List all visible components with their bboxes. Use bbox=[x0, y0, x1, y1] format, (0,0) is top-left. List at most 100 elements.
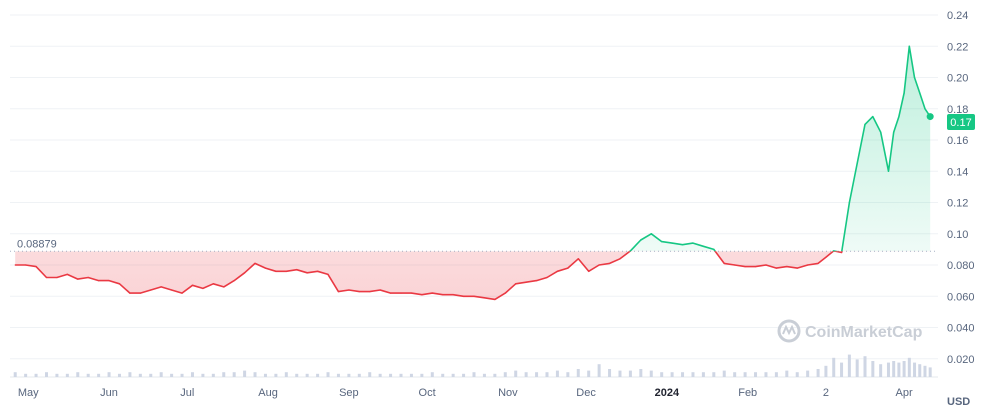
data-point bbox=[14, 264, 16, 266]
data-point bbox=[504, 292, 506, 294]
volume-bar bbox=[482, 373, 486, 377]
volume-bar bbox=[170, 373, 174, 377]
currency-label: USD bbox=[947, 396, 970, 408]
volume-bar bbox=[305, 373, 309, 377]
volume-bar bbox=[326, 372, 330, 377]
x-tick-label: Oct bbox=[419, 387, 436, 399]
y-tick-label: 0.040 bbox=[947, 323, 975, 335]
data-point bbox=[796, 267, 798, 269]
volume-bar bbox=[879, 364, 883, 377]
data-point bbox=[379, 289, 381, 291]
x-tick-label: Dec bbox=[576, 387, 596, 399]
volume-bar bbox=[754, 372, 758, 377]
volume-bar bbox=[535, 372, 539, 377]
data-point bbox=[316, 270, 319, 272]
y-tick-label: 0.22 bbox=[947, 41, 968, 53]
volume-bar bbox=[832, 357, 836, 377]
volume-bar bbox=[871, 361, 875, 377]
x-tick-label: Jun bbox=[100, 387, 118, 399]
volume-bar bbox=[274, 373, 278, 377]
volume-bar bbox=[295, 373, 299, 377]
y-tick-label: 0.14 bbox=[947, 166, 968, 178]
y-axis: 0.020 0.040 0.060 0.080 0.10 0.12 0.14 0.16 0.18… bbox=[947, 10, 975, 366]
volume-bar bbox=[566, 372, 570, 377]
data-point bbox=[817, 262, 819, 265]
x-tick-label: 2024 bbox=[655, 387, 680, 399]
volume-bar bbox=[55, 373, 59, 377]
volume-bar bbox=[545, 372, 549, 377]
volume-bars bbox=[13, 354, 932, 377]
price-line-group bbox=[14, 45, 934, 301]
volume-bar bbox=[117, 373, 121, 377]
volume-bar bbox=[253, 372, 257, 377]
volume-bar bbox=[712, 372, 716, 377]
area-fill-above bbox=[629, 46, 931, 252]
data-point bbox=[588, 270, 590, 272]
data-point bbox=[462, 295, 465, 297]
data-point bbox=[327, 273, 329, 275]
current-price-tag: 0.17 bbox=[947, 114, 975, 130]
volume-bar bbox=[86, 373, 90, 377]
data-point bbox=[556, 270, 559, 272]
x-tick-label: Apr bbox=[896, 387, 913, 399]
data-point bbox=[442, 294, 444, 296]
volume-bar bbox=[347, 373, 351, 377]
volume-bar bbox=[24, 373, 28, 377]
watermark-text: CoinMarketCap bbox=[805, 324, 923, 341]
volume-bar bbox=[243, 370, 247, 377]
data-point bbox=[671, 242, 673, 244]
data-point bbox=[893, 131, 895, 133]
volume-bar bbox=[503, 372, 507, 377]
data-point bbox=[661, 240, 663, 243]
data-point bbox=[650, 233, 652, 235]
volume-bar bbox=[76, 372, 80, 377]
volume-bar bbox=[691, 372, 695, 377]
data-point bbox=[410, 292, 413, 294]
data-point bbox=[254, 262, 256, 265]
volume-bar bbox=[701, 372, 705, 377]
volume-bar bbox=[628, 370, 632, 377]
data-point bbox=[744, 265, 746, 268]
y-tick-label: 0.16 bbox=[947, 135, 968, 147]
volume-bar bbox=[201, 373, 205, 377]
volume-bar bbox=[316, 373, 320, 377]
y-tick-label: 0.18 bbox=[947, 104, 968, 116]
volume-bar bbox=[180, 373, 184, 377]
data-point bbox=[56, 276, 58, 279]
data-point bbox=[525, 281, 527, 283]
data-point bbox=[118, 283, 121, 285]
reference-line-group: 0.08879 bbox=[10, 238, 938, 252]
data-point bbox=[369, 290, 371, 293]
volume-bar bbox=[897, 362, 901, 377]
data-point bbox=[577, 258, 579, 260]
data-point bbox=[181, 292, 183, 294]
volume-bar bbox=[555, 370, 559, 377]
data-point bbox=[171, 289, 173, 291]
coinmarketcap-watermark: CoinMarketCap bbox=[777, 319, 923, 343]
data-point bbox=[35, 265, 37, 268]
reference-label: 0.08879 bbox=[17, 238, 57, 250]
data-point bbox=[108, 280, 110, 282]
volume-bar bbox=[733, 372, 737, 377]
data-point bbox=[754, 265, 757, 268]
volume-bar bbox=[336, 373, 340, 377]
volume-bar bbox=[514, 370, 518, 377]
data-point bbox=[191, 284, 194, 286]
volume-bar bbox=[840, 362, 844, 377]
volume-bar bbox=[806, 370, 810, 377]
y-tick-label: 0.020 bbox=[947, 354, 975, 366]
volume-bar bbox=[97, 373, 101, 377]
volume-bar bbox=[660, 372, 664, 377]
volume-bar bbox=[743, 372, 747, 377]
volume-bar bbox=[785, 370, 789, 377]
y-tick-label: 0.060 bbox=[947, 291, 975, 303]
data-point bbox=[880, 131, 882, 133]
data-point bbox=[608, 262, 611, 265]
data-point bbox=[567, 267, 569, 269]
data-point bbox=[765, 264, 767, 266]
area-fill-below bbox=[15, 251, 931, 300]
volume-bar bbox=[399, 373, 403, 377]
y-tick-label: 0.20 bbox=[947, 73, 968, 85]
volume-bar bbox=[764, 372, 768, 377]
volume-bar bbox=[368, 372, 372, 377]
